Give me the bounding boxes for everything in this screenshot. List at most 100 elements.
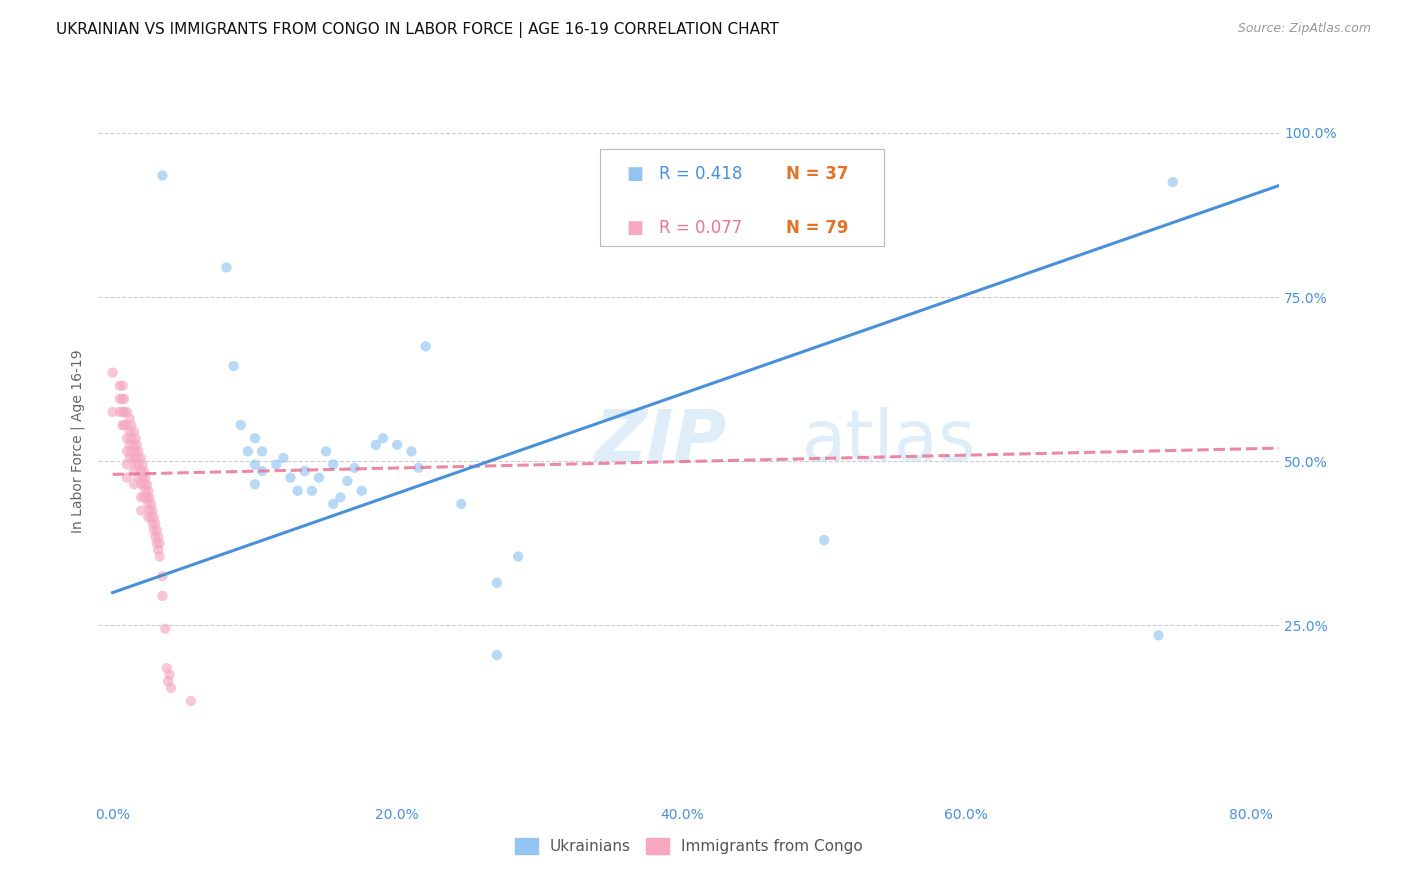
- Point: [148, 542, 170, 557]
- Point: [134, 471, 156, 485]
- Point: [222, 359, 245, 373]
- Point: [250, 444, 273, 458]
- Point: [118, 425, 141, 439]
- Point: [280, 471, 302, 485]
- Point: [101, 366, 124, 380]
- Point: [122, 438, 145, 452]
- Point: [129, 450, 152, 465]
- Point: [118, 450, 141, 465]
- Point: [120, 418, 142, 433]
- Point: [125, 450, 148, 465]
- Point: [143, 530, 166, 544]
- Text: Source: ZipAtlas.com: Source: ZipAtlas.com: [1237, 22, 1371, 36]
- Point: [148, 530, 170, 544]
- Point: [508, 549, 530, 564]
- Point: [111, 378, 134, 392]
- Point: [329, 491, 352, 505]
- Point: [136, 497, 159, 511]
- Point: [129, 491, 152, 505]
- Point: [322, 458, 344, 472]
- Point: [118, 411, 141, 425]
- Point: [115, 431, 138, 445]
- Text: ■: ■: [626, 219, 644, 237]
- Text: atlas: atlas: [801, 407, 976, 476]
- Point: [124, 431, 146, 445]
- Point: [115, 418, 138, 433]
- Text: ZIP: ZIP: [595, 407, 727, 476]
- Point: [157, 674, 180, 689]
- Point: [450, 497, 472, 511]
- Point: [120, 444, 142, 458]
- Point: [124, 444, 146, 458]
- Point: [364, 438, 387, 452]
- Point: [160, 681, 183, 695]
- Point: [138, 503, 160, 517]
- Point: [266, 458, 288, 472]
- Point: [115, 458, 138, 472]
- Point: [111, 418, 134, 433]
- Point: [112, 392, 135, 406]
- Point: [115, 405, 138, 419]
- Point: [401, 444, 423, 458]
- Point: [145, 523, 167, 537]
- Point: [273, 450, 295, 465]
- Point: [132, 477, 155, 491]
- Point: [156, 661, 179, 675]
- FancyBboxPatch shape: [600, 149, 884, 246]
- Point: [142, 510, 165, 524]
- Point: [127, 471, 149, 485]
- Point: [112, 405, 135, 419]
- Point: [136, 483, 159, 498]
- Point: [387, 438, 409, 452]
- Point: [243, 477, 266, 491]
- Point: [350, 483, 373, 498]
- Point: [125, 438, 148, 452]
- Text: R = 0.077: R = 0.077: [659, 219, 742, 237]
- Point: [115, 471, 138, 485]
- Point: [134, 483, 156, 498]
- Point: [122, 450, 145, 465]
- Point: [243, 458, 266, 472]
- Point: [127, 444, 149, 458]
- Point: [250, 464, 273, 478]
- Point: [129, 503, 152, 517]
- Point: [141, 516, 163, 531]
- Legend: Ukrainians, Immigrants from Congo: Ukrainians, Immigrants from Congo: [509, 832, 869, 860]
- Text: N = 37: N = 37: [786, 165, 848, 183]
- Point: [108, 378, 131, 392]
- Point: [122, 477, 145, 491]
- Point: [141, 503, 163, 517]
- Point: [287, 483, 309, 498]
- Point: [152, 169, 174, 183]
- Point: [108, 392, 131, 406]
- Point: [135, 491, 157, 505]
- Point: [112, 418, 135, 433]
- Point: [813, 533, 835, 547]
- Point: [236, 444, 259, 458]
- Point: [485, 648, 508, 662]
- Point: [142, 523, 165, 537]
- Point: [322, 497, 344, 511]
- Point: [308, 471, 330, 485]
- Point: [149, 549, 172, 564]
- Point: [152, 589, 174, 603]
- Text: N = 79: N = 79: [786, 219, 848, 237]
- Point: [343, 460, 366, 475]
- Point: [118, 438, 141, 452]
- Point: [111, 392, 134, 406]
- Point: [108, 405, 131, 419]
- Point: [120, 431, 142, 445]
- Point: [139, 510, 162, 524]
- Point: [301, 483, 323, 498]
- Point: [336, 474, 359, 488]
- Point: [136, 510, 159, 524]
- Point: [294, 464, 316, 478]
- Point: [129, 477, 152, 491]
- Text: UKRAINIAN VS IMMIGRANTS FROM CONGO IN LABOR FORCE | AGE 16-19 CORRELATION CHART: UKRAINIAN VS IMMIGRANTS FROM CONGO IN LA…: [56, 22, 779, 38]
- Point: [101, 405, 124, 419]
- Point: [408, 460, 430, 475]
- Point: [215, 260, 238, 275]
- Point: [371, 431, 394, 445]
- Point: [415, 339, 437, 353]
- Point: [138, 491, 160, 505]
